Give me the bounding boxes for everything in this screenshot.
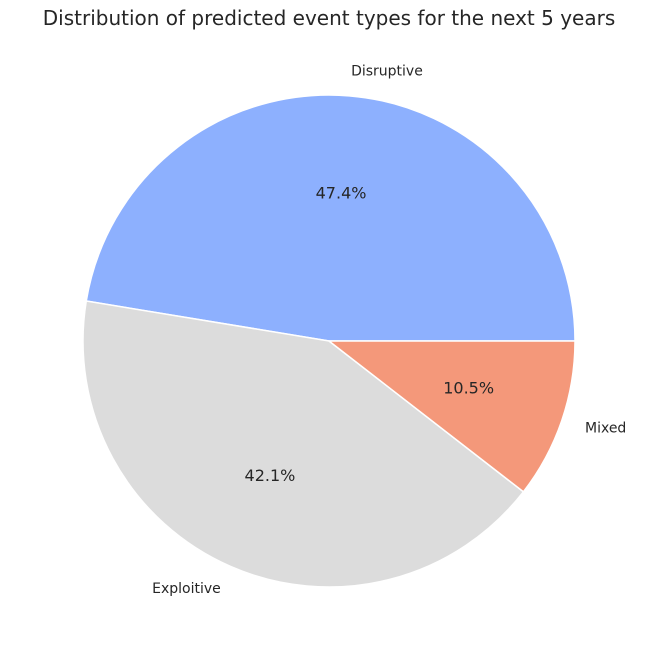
slice-label-exploitive: Exploitive — [152, 581, 221, 597]
pie-slices — [82, 94, 576, 588]
chart-title: Distribution of predicted event types fo… — [42, 6, 616, 30]
slice-percent-mixed: 10.5% — [443, 378, 494, 397]
pie-labels: Disruptive 47.4% Exploitive 42.1% Mixed 10.5% — [152, 63, 626, 597]
slice-percent-exploitive: 42.1% — [245, 466, 296, 485]
pie-slice-disruptive — [85, 94, 576, 342]
pie-slice-exploitive — [82, 300, 525, 588]
slice-label-mixed: Mixed — [585, 421, 626, 437]
pie-slice-mixed — [328, 340, 576, 493]
slice-percent-disruptive: 47.4% — [316, 183, 367, 202]
slice-label-disruptive: Disruptive — [351, 63, 423, 79]
